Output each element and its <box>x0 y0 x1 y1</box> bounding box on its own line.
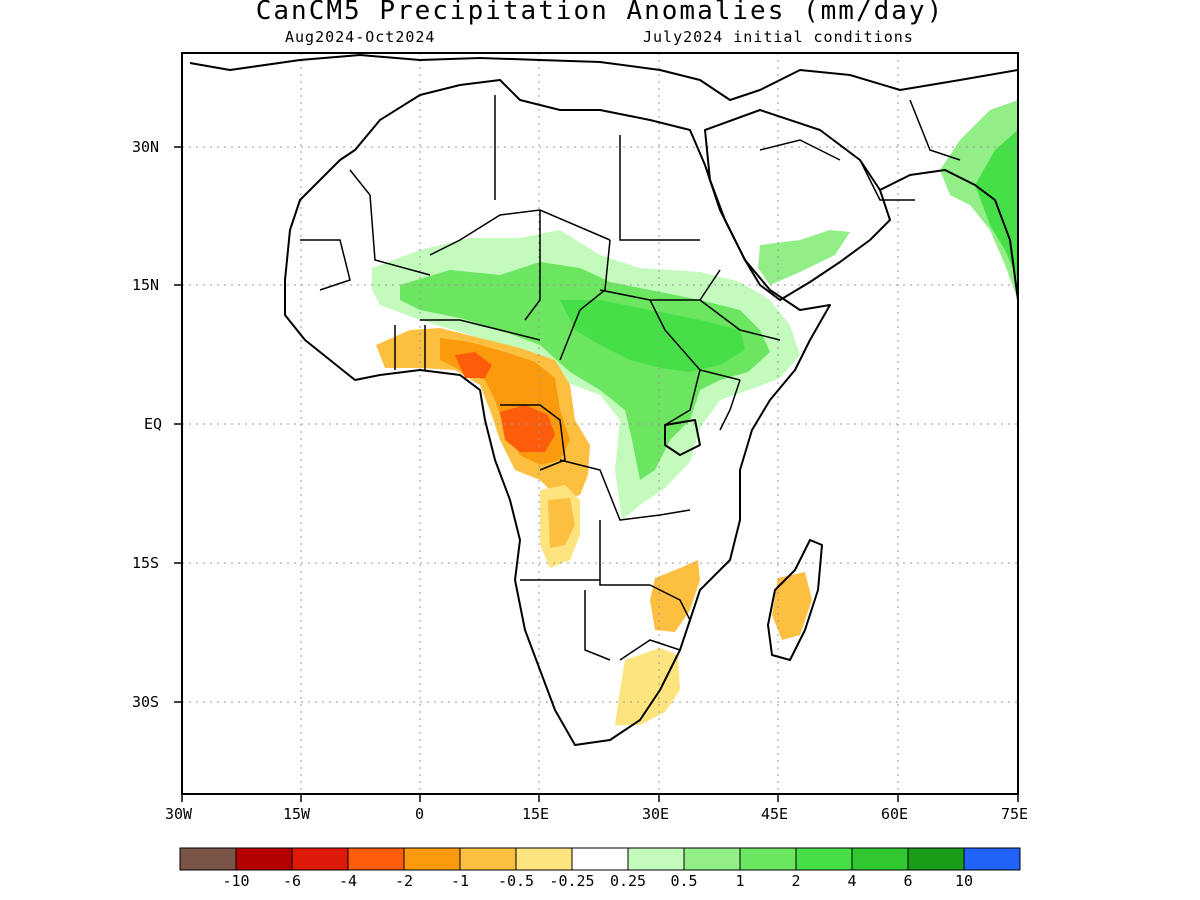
map-title: CanCM5 Precipitation Anomalies (mm/day) <box>255 0 945 26</box>
colorbar-label: 1 <box>735 872 745 890</box>
negative-anomaly-nigeria <box>455 352 492 378</box>
colorbar-label: 0.5 <box>670 872 698 890</box>
colorbar-label: -2 <box>394 872 414 890</box>
colorbar <box>179 847 1021 871</box>
y-tick-label: 15N <box>132 276 160 294</box>
negative-anomaly-madagascar <box>772 572 812 640</box>
x-tick-label: 75E <box>1001 805 1029 823</box>
madagascar-coastline <box>767 539 823 661</box>
y-tick-label: 15S <box>132 554 160 572</box>
grid-lines <box>182 53 1018 794</box>
x-tick-label: 15W <box>283 805 311 823</box>
negative-anomaly-angola-core <box>548 498 575 548</box>
colorbar-label: -4 <box>338 872 358 890</box>
africa-coastline <box>284 79 831 746</box>
negative-anomaly-congo-center <box>500 405 555 452</box>
colorbar-swatch <box>795 847 853 871</box>
colorbar-swatch <box>347 847 405 871</box>
arabia-coastline <box>704 109 891 301</box>
colorbar-label: 2 <box>791 872 801 890</box>
coastlines <box>189 54 1018 746</box>
positive-anomaly-yemen <box>758 230 850 285</box>
colorbar-label: -0.5 <box>497 872 535 890</box>
colorbar-swatch <box>235 847 293 871</box>
x-tick-label: 15E <box>522 805 550 823</box>
y-tick-label: 30N <box>132 138 160 156</box>
axis-ticks <box>174 146 1019 802</box>
colorbar-swatch <box>515 847 573 871</box>
colorbar-swatch <box>179 847 237 871</box>
x-tick-label: 45E <box>761 805 789 823</box>
colorbar-label: 6 <box>903 872 913 890</box>
colorbar-swatch <box>851 847 909 871</box>
x-tick-label: 30E <box>642 805 670 823</box>
map-frame <box>181 52 1019 795</box>
south-asia-coastline <box>879 169 1018 301</box>
colorbar-swatch <box>459 847 517 871</box>
colorbar-swatch <box>403 847 461 871</box>
colorbar-label: 10 <box>954 872 974 890</box>
colorbar-label: -1 <box>450 872 470 890</box>
europe-coastline <box>189 54 1018 101</box>
colorbar-swatch <box>963 847 1021 871</box>
colorbar-label: 0.25 <box>609 872 647 890</box>
colorbar-swatch <box>739 847 797 871</box>
x-tick-label: 30W <box>165 805 193 823</box>
colorbar-label: 4 <box>847 872 857 890</box>
initial-conditions: July2024 initial conditions <box>643 28 914 46</box>
colorbar-label: -0.25 <box>549 872 595 890</box>
y-tick-label: EQ <box>144 415 163 433</box>
anomaly-fields <box>372 100 1018 725</box>
forecast-period: Aug2024-Oct2024 <box>285 28 436 46</box>
colorbar-swatch <box>627 847 685 871</box>
colorbar-swatch <box>907 847 965 871</box>
colorbar-swatch <box>683 847 741 871</box>
country-borders <box>300 95 961 661</box>
colorbar-swatch <box>571 847 629 871</box>
colorbar-label: -6 <box>282 872 302 890</box>
x-tick-label: 60E <box>881 805 909 823</box>
colorbar-label: -10 <box>222 872 250 890</box>
positive-anomaly-sudan <box>560 300 745 372</box>
x-tick-label: 0 <box>415 805 425 823</box>
negative-anomaly-zimbabwe <box>650 560 700 632</box>
colorbar-swatch <box>291 847 349 871</box>
negative-anomaly-south-africa <box>615 648 680 725</box>
y-tick-label: 30S <box>132 693 160 711</box>
lake-victoria <box>664 419 701 456</box>
